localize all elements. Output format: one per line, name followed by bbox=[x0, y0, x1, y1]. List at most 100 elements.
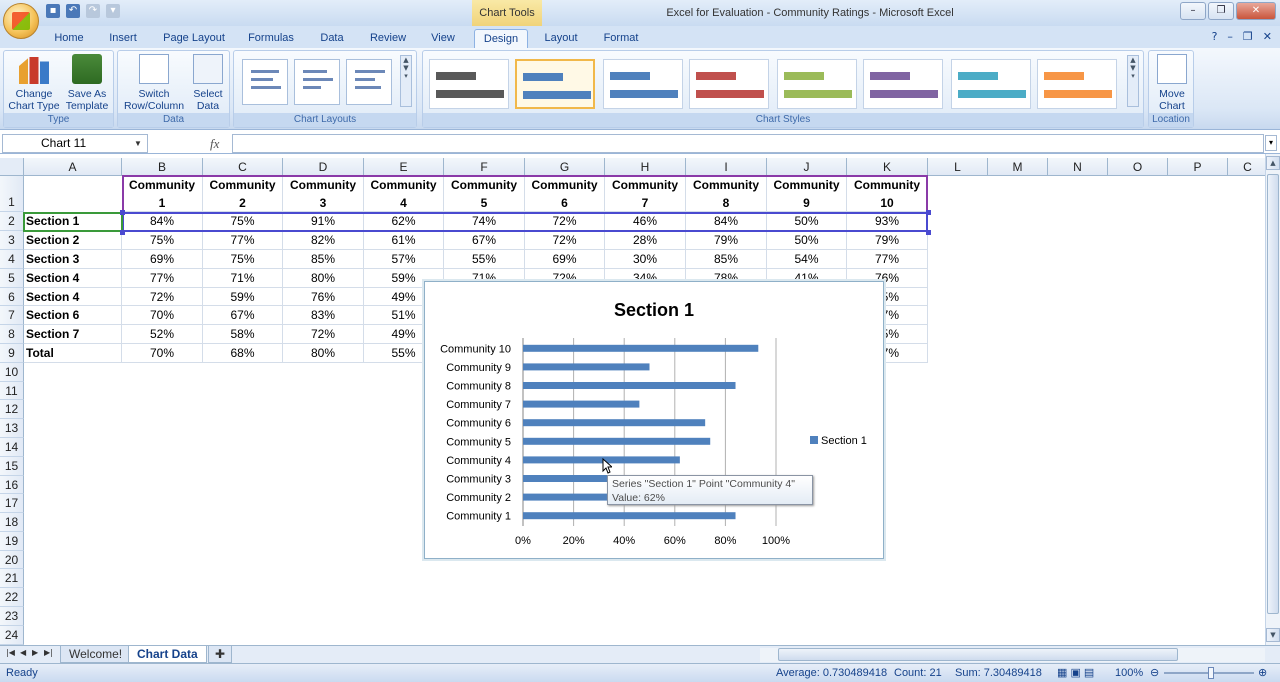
layout-thumb-1[interactable] bbox=[242, 59, 288, 105]
column-header-i[interactable]: I bbox=[686, 158, 767, 176]
chart-bar[interactable] bbox=[523, 437, 711, 445]
chart-bar[interactable] bbox=[523, 382, 736, 389]
data-cell[interactable]: 67% bbox=[444, 231, 525, 250]
horizontal-scrollbar[interactable] bbox=[760, 648, 1265, 662]
column-header-o[interactable]: O bbox=[1108, 158, 1168, 176]
row-header-17[interactable]: 17 bbox=[0, 494, 24, 513]
chart-bar[interactable] bbox=[523, 344, 759, 352]
column-title-cell[interactable]: Community 1 bbox=[122, 176, 203, 212]
row-header-10[interactable]: 10 bbox=[0, 363, 24, 382]
save-as-template-button[interactable]: Save As Template bbox=[62, 54, 112, 112]
first-sheet-icon[interactable]: |◀ bbox=[6, 648, 15, 657]
data-cell[interactable]: 28% bbox=[605, 231, 686, 250]
column-title-cell[interactable]: Community 4 bbox=[364, 176, 444, 212]
data-cell[interactable]: 55% bbox=[444, 250, 525, 269]
row-header-15[interactable]: 15 bbox=[0, 457, 24, 476]
data-cell[interactable]: 58% bbox=[203, 325, 283, 344]
column-title-cell[interactable]: Community 6 bbox=[525, 176, 605, 212]
tab-data[interactable]: Data bbox=[320, 32, 344, 44]
column-title-cell[interactable]: Community 7 bbox=[605, 176, 686, 212]
customize-qat-icon[interactable]: ▾ bbox=[106, 4, 120, 18]
zoom-slider-knob[interactable] bbox=[1208, 667, 1214, 679]
data-cell[interactable]: 59% bbox=[364, 269, 444, 288]
formula-input[interactable] bbox=[232, 134, 1264, 153]
column-header-a[interactable]: A bbox=[24, 158, 122, 176]
data-cell[interactable]: 69% bbox=[122, 250, 203, 269]
data-cell[interactable]: 30% bbox=[605, 250, 686, 269]
save-icon[interactable]: ▪ bbox=[46, 4, 60, 18]
move-chart-button[interactable]: Move Chart bbox=[1151, 54, 1193, 112]
row-header-9[interactable]: 9 bbox=[0, 344, 24, 363]
data-cell[interactable]: 68% bbox=[203, 344, 283, 363]
tab-formulas[interactable]: Formulas bbox=[248, 32, 294, 44]
row-label-cell[interactable]: Section 7 bbox=[24, 325, 122, 344]
row-header-18[interactable]: 18 bbox=[0, 513, 24, 532]
tab-format[interactable]: Format bbox=[603, 32, 639, 44]
data-cell[interactable]: 84% bbox=[686, 212, 767, 231]
insert-function-icon[interactable]: fx bbox=[210, 136, 220, 151]
chart-style-thumb[interactable] bbox=[515, 59, 595, 109]
column-title-cell[interactable]: Community 2 bbox=[203, 176, 283, 212]
chart-style-thumb[interactable] bbox=[603, 59, 683, 109]
column-header-m[interactable]: M bbox=[988, 158, 1048, 176]
row-header-4[interactable]: 4 bbox=[0, 250, 24, 269]
last-sheet-icon[interactable]: ▶| bbox=[44, 648, 53, 657]
help-icon[interactable]: ? bbox=[1211, 30, 1218, 43]
layouts-gallery-scroll[interactable]: ▲ ▼ ▾ bbox=[400, 55, 412, 107]
styles-gallery-scroll[interactable]: ▲ ▼ ▾ bbox=[1127, 55, 1139, 107]
data-cell[interactable]: 80% bbox=[283, 269, 364, 288]
row-header-16[interactable]: 16 bbox=[0, 476, 24, 494]
tab-insert[interactable]: Insert bbox=[109, 32, 137, 44]
row-header-12[interactable]: 12 bbox=[0, 400, 24, 419]
row-header-14[interactable]: 14 bbox=[0, 438, 24, 457]
column-title-cell[interactable]: Community 3 bbox=[283, 176, 364, 212]
row-header-19[interactable]: 19 bbox=[0, 532, 24, 551]
next-sheet-icon[interactable]: ▶ bbox=[32, 648, 39, 657]
layout-thumb-3[interactable] bbox=[346, 59, 392, 105]
data-cell[interactable]: 62% bbox=[364, 212, 444, 231]
data-cell[interactable]: 59% bbox=[203, 288, 283, 306]
tab-home[interactable]: Home bbox=[54, 32, 84, 44]
insert-sheet-icon[interactable]: ✚ bbox=[208, 646, 233, 663]
data-cell[interactable]: 77% bbox=[122, 269, 203, 288]
column-header-n[interactable]: N bbox=[1048, 158, 1108, 176]
tab-design[interactable]: Design bbox=[474, 29, 528, 48]
switch-row-column-button[interactable]: Switch Row/Column bbox=[120, 54, 188, 112]
data-cell[interactable]: 75% bbox=[203, 250, 283, 269]
column-header-c[interactable]: C bbox=[203, 158, 283, 176]
row-header-23[interactable]: 23 bbox=[0, 607, 24, 626]
data-cell[interactable]: 50% bbox=[767, 231, 847, 250]
tab-page-layout[interactable]: Page Layout bbox=[163, 32, 225, 44]
column-header-k[interactable]: K bbox=[847, 158, 928, 176]
range-handle[interactable] bbox=[120, 210, 125, 215]
embedded-chart[interactable]: Section 1 Community 1 Community 2 Communit… bbox=[424, 281, 884, 559]
tab-layout[interactable]: Layout bbox=[544, 32, 578, 44]
column-header-c[interactable]: C bbox=[1228, 158, 1265, 176]
column-header-l[interactable]: L bbox=[928, 158, 988, 176]
scroll-down-icon[interactable]: ▼ bbox=[1266, 628, 1280, 642]
layout-thumb-2[interactable] bbox=[294, 59, 340, 105]
data-cell[interactable]: 93% bbox=[847, 212, 928, 231]
data-cell[interactable]: 69% bbox=[525, 250, 605, 269]
data-cell[interactable]: 76% bbox=[283, 288, 364, 306]
column-header-g[interactable]: G bbox=[525, 158, 605, 176]
data-cell[interactable]: 85% bbox=[686, 250, 767, 269]
data-cell[interactable]: 83% bbox=[283, 306, 364, 325]
row-header-20[interactable]: 20 bbox=[0, 551, 24, 569]
row-header-8[interactable]: 8 bbox=[0, 325, 24, 344]
office-button[interactable] bbox=[3, 3, 39, 39]
chart-bar[interactable] bbox=[523, 400, 640, 408]
chart-style-thumb[interactable] bbox=[777, 59, 857, 109]
chart-title[interactable]: Section 1 bbox=[614, 300, 694, 320]
row-header-7[interactable]: 7 bbox=[0, 306, 24, 325]
select-all-corner[interactable] bbox=[0, 158, 24, 176]
sheet-tab-chart-data[interactable]: Chart Data bbox=[128, 646, 207, 663]
row-header-11[interactable]: 11 bbox=[0, 382, 24, 400]
undo-icon[interactable]: ↶ bbox=[66, 4, 80, 18]
legend-entry[interactable]: Section 1 bbox=[821, 435, 867, 447]
tab-view[interactable]: View bbox=[431, 32, 455, 44]
column-header-e[interactable]: E bbox=[364, 158, 444, 176]
column-header-p[interactable]: P bbox=[1168, 158, 1228, 176]
change-chart-type-button[interactable]: Change Chart Type bbox=[8, 54, 60, 112]
data-cell[interactable]: 75% bbox=[203, 212, 283, 231]
